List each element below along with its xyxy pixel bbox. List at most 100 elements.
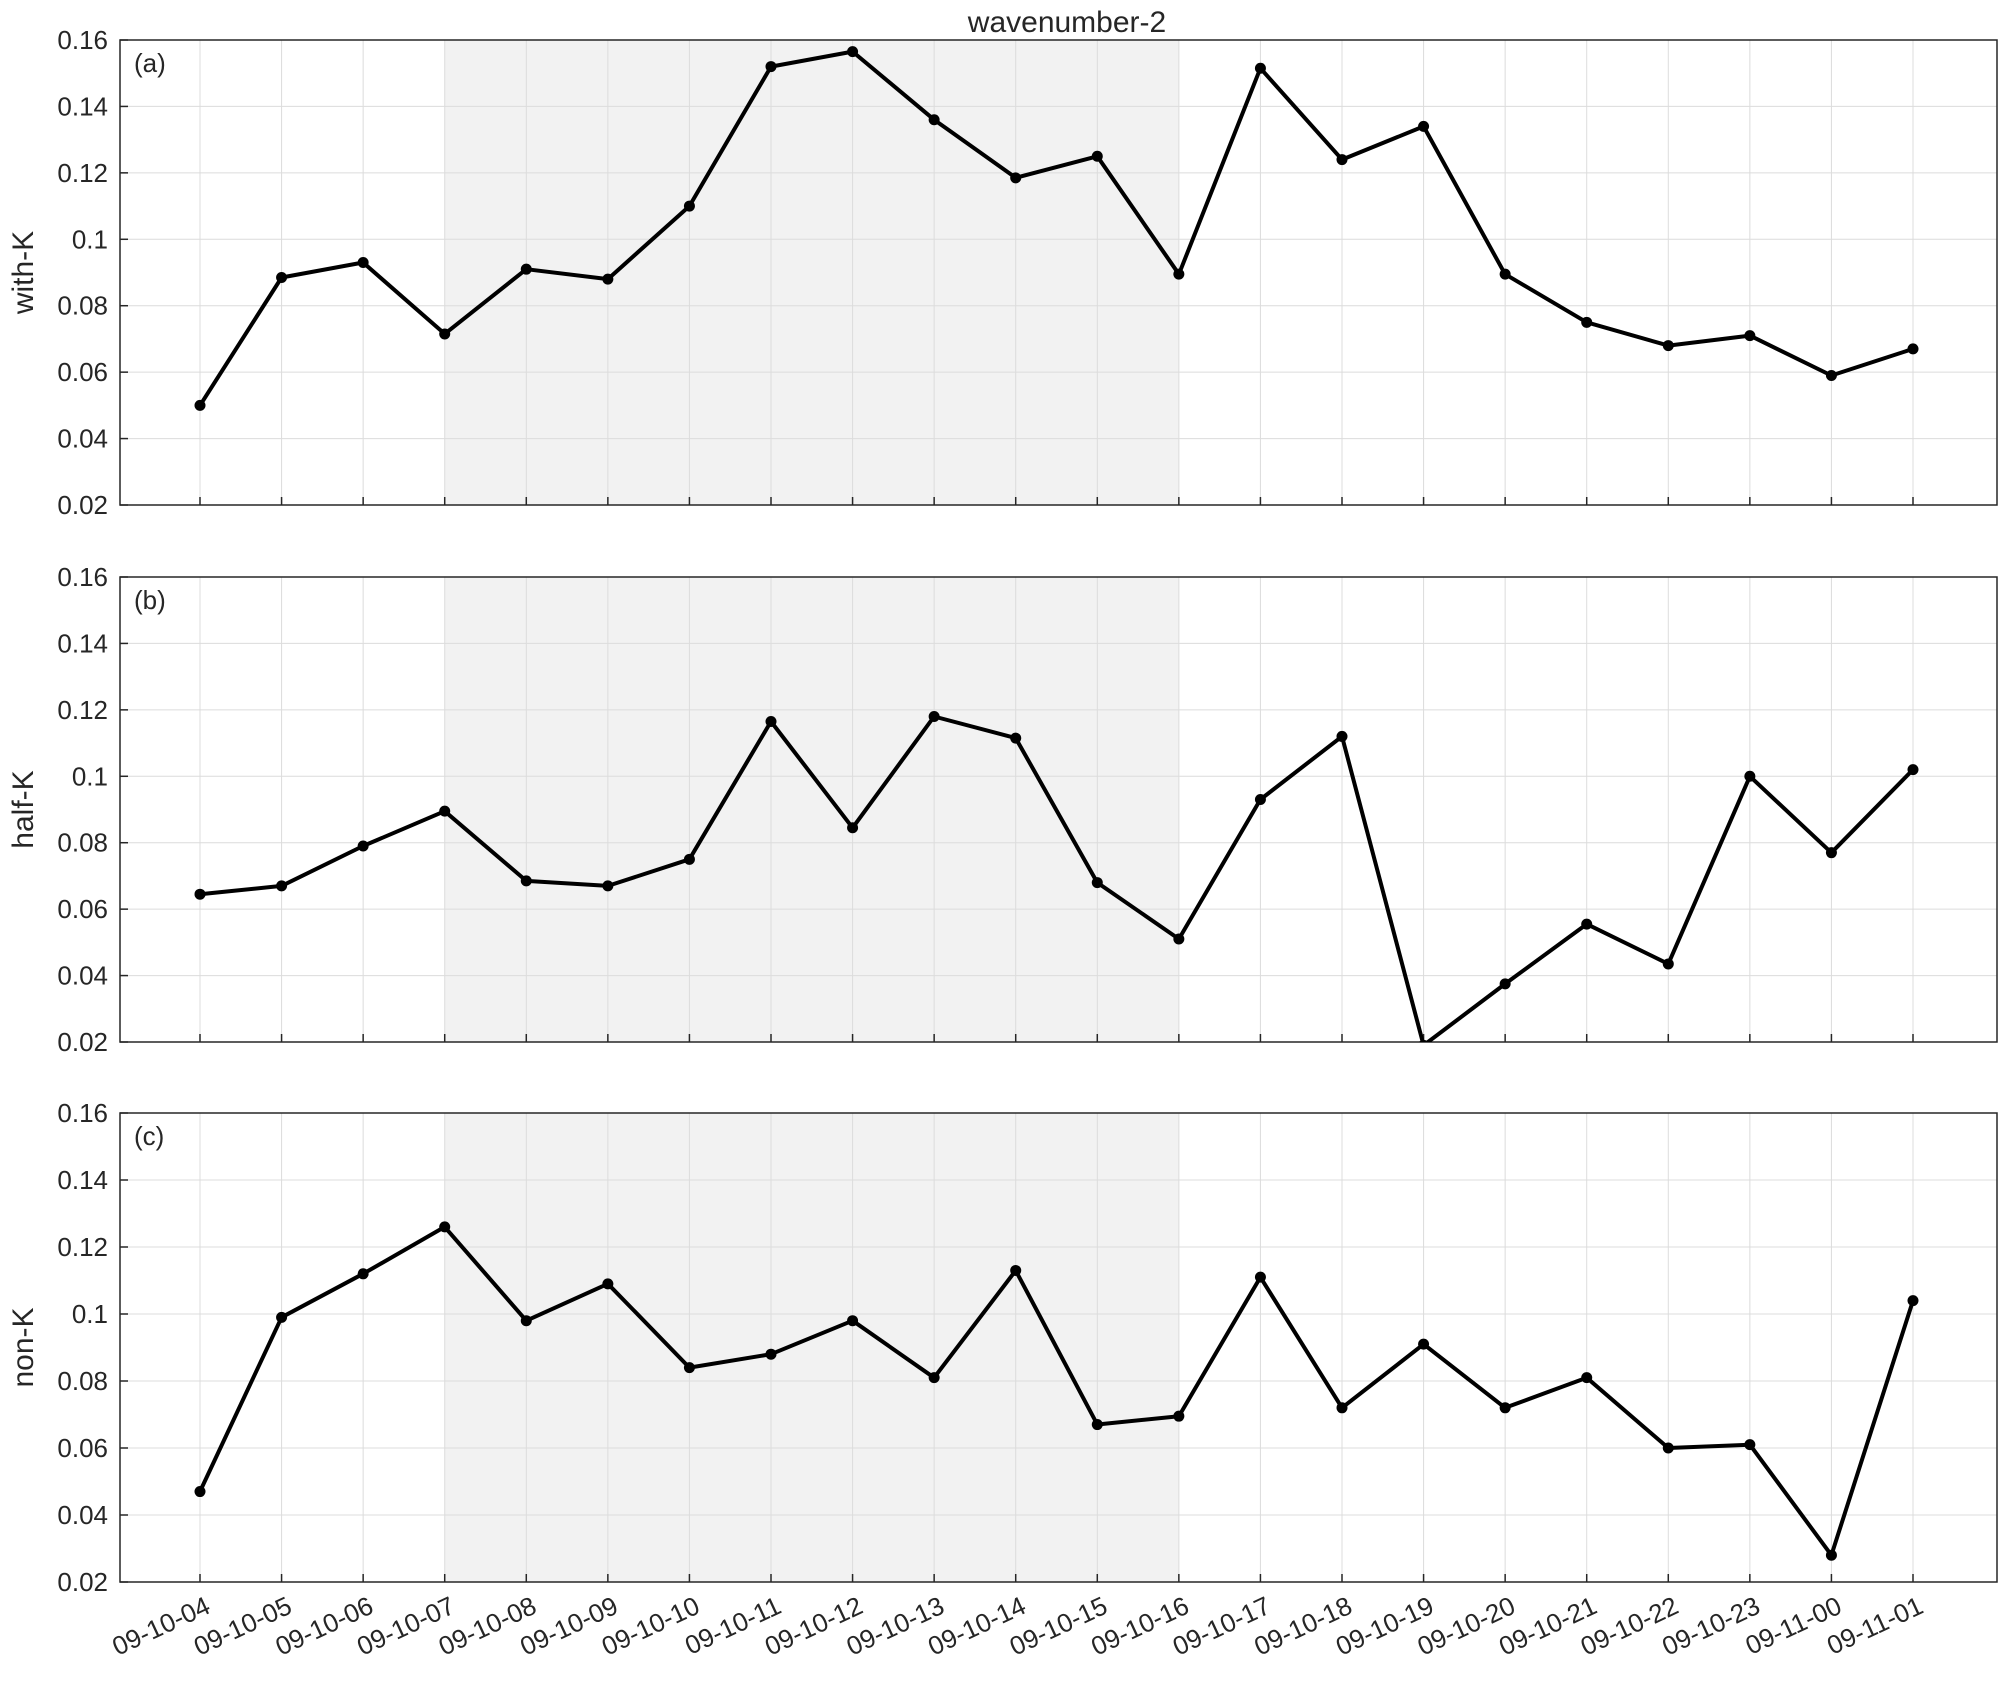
data-point: [1499, 978, 1511, 990]
y-tick-label: 0.02: [57, 1027, 108, 1057]
data-point: [1173, 1410, 1185, 1422]
data-point: [276, 271, 288, 283]
y-axis-label: non-K: [7, 1307, 40, 1387]
data-point: [683, 200, 695, 212]
y-tick-label: 0.06: [57, 1433, 108, 1463]
y-tick-label: 0.06: [57, 894, 108, 924]
data-point: [765, 1348, 777, 1360]
data-point: [1499, 1402, 1511, 1414]
chart-title: wavenumber-2: [967, 6, 1166, 39]
y-tick-label: 0.08: [57, 291, 108, 321]
data-point: [439, 805, 451, 817]
data-point: [1744, 770, 1756, 782]
y-tick-label: 0.12: [57, 695, 108, 725]
data-point: [357, 257, 369, 269]
data-point: [602, 273, 614, 285]
panel-label: (c): [134, 1121, 164, 1151]
data-point: [1825, 847, 1837, 859]
data-point: [1010, 732, 1022, 744]
data-point: [1091, 877, 1103, 889]
data-point: [1744, 1439, 1756, 1451]
data-point: [847, 822, 859, 834]
y-axis-label: with-K: [7, 231, 40, 315]
y-tick-label: 0.14: [57, 628, 108, 658]
data-point: [357, 840, 369, 852]
data-point: [1907, 1295, 1919, 1307]
data-point: [765, 715, 777, 727]
data-point: [520, 263, 532, 275]
data-point: [276, 880, 288, 892]
data-point: [1173, 933, 1185, 945]
data-point: [357, 1268, 369, 1280]
y-tick-label: 0.04: [57, 961, 108, 991]
data-point: [1744, 330, 1756, 342]
y-tick-label: 0.02: [57, 490, 108, 520]
data-point: [1581, 918, 1593, 930]
panel-label: (b): [134, 585, 166, 615]
data-point: [1254, 794, 1266, 806]
data-point: [1907, 343, 1919, 355]
shaded-period: [444, 1113, 1179, 1582]
y-tick-label: 0.08: [57, 1366, 108, 1396]
data-point: [1662, 1442, 1674, 1454]
y-tick-label: 0.16: [57, 562, 108, 592]
data-point: [1254, 1271, 1266, 1283]
y-tick-label: 0.1: [72, 1299, 108, 1329]
panel-a: 0.02 0.04 0.06 0.08 0.1 0.12 0.14 0.16 (a) with-K: [7, 25, 1998, 520]
y-tick-label: 0.1: [72, 761, 108, 791]
y-tick-label: 0.16: [57, 1098, 108, 1128]
data-point: [1499, 268, 1511, 280]
data-point: [520, 875, 532, 887]
panel-label: (a): [134, 48, 166, 78]
axes-frame: [119, 39, 1998, 506]
data-point: [683, 853, 695, 865]
panels-container: 0.02 0.04 0.06 0.08 0.1 0.12 0.14 0.16 (a) with-K…: [7, 25, 1998, 1661]
y-tick-label: 0.04: [57, 1500, 108, 1530]
data-point: [1254, 62, 1266, 74]
data-point: [1010, 172, 1022, 184]
y-tick-label: 0.14: [57, 1165, 108, 1195]
data-point: [194, 1486, 206, 1498]
panel-b: 0.02 0.04 0.06 0.08 0.1 0.12 0.14 0.16 (b) half-K: [7, 562, 1998, 1057]
data-point: [1662, 340, 1674, 352]
y-tick-label: 0.06: [57, 357, 108, 387]
y-tick-label: 0.14: [57, 91, 108, 121]
data-point: [194, 888, 206, 900]
series-line: [199, 714, 1915, 1042]
data-point: [1825, 369, 1837, 381]
y-axis-label: half-K: [7, 770, 40, 848]
data-point: [765, 61, 777, 73]
y-tick-label: 0.16: [57, 25, 108, 55]
data-point: [847, 46, 859, 58]
data-point: [1336, 154, 1348, 166]
data-point: [847, 1315, 859, 1327]
data-point: [1010, 1264, 1022, 1276]
axes-frame: [119, 576, 1998, 1043]
data-point: [1662, 958, 1674, 970]
y-tick-label: 0.04: [57, 424, 108, 454]
y-tick-label: 0.02: [57, 1567, 108, 1597]
data-point: [1419, 1039, 1428, 1042]
data-point: [520, 1315, 532, 1327]
data-point: [439, 1221, 451, 1233]
data-point: [1825, 1549, 1837, 1561]
data-point: [1581, 316, 1593, 328]
data-point: [1907, 764, 1919, 776]
data-point: [439, 328, 451, 340]
data-point: [602, 1278, 614, 1290]
data-point: [1173, 268, 1185, 280]
shaded-period: [444, 577, 1179, 1042]
data-point: [1418, 120, 1430, 132]
data-point: [276, 1311, 288, 1323]
series-line: [198, 1224, 1915, 1558]
y-tick-label: 0.12: [57, 1232, 108, 1262]
data-point: [1336, 1402, 1348, 1414]
data-point: [683, 1362, 695, 1374]
data-point: [194, 399, 206, 411]
data-point: [1091, 150, 1103, 162]
data-point: [1581, 1372, 1593, 1384]
data-point: [602, 880, 614, 892]
data-point: [928, 114, 940, 126]
data-point: [928, 711, 940, 722]
